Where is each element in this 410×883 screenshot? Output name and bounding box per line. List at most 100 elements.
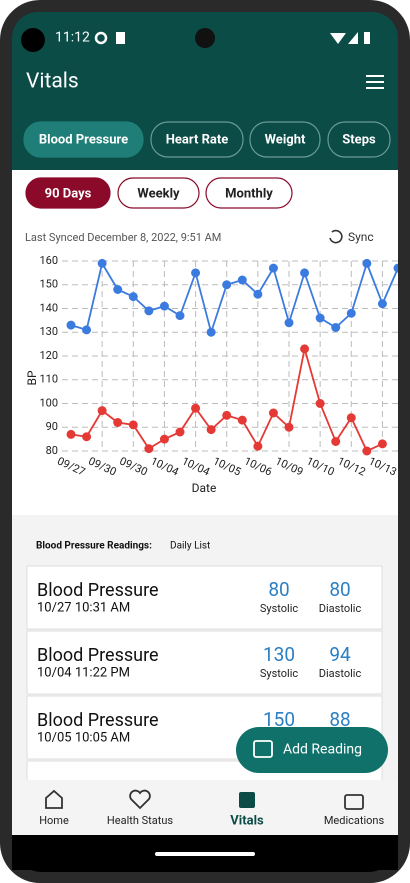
series-line [70,260,398,336]
filter-label[interactable]: Monthly [225,186,273,201]
data-point [222,410,232,420]
data-point [159,301,169,311]
tab-label[interactable]: Weight [265,132,306,147]
fab[interactable]: Add Reading [236,727,388,773]
data-point [377,299,387,309]
reading-card[interactable] [26,565,383,630]
nav-label[interactable]: Health Status [107,814,174,827]
y-tick-label: 100 [39,396,58,409]
filter-label[interactable]: 90 Days [45,186,92,201]
y-tick-label: 90 [46,420,58,433]
data-point [206,327,216,337]
home-icon [45,789,63,809]
filter-chip[interactable] [205,177,293,209]
y-tick-label: 110 [39,373,58,386]
data-point [206,425,216,435]
data-point [144,444,154,454]
tab[interactable] [249,121,321,158]
systolic-label: Systolic [260,602,299,615]
data-point [331,323,341,332]
reading-title: Blood Pressure [37,710,159,731]
camera [21,28,45,52]
battery-icon [364,32,370,44]
nav-label[interactable]: Medications [324,814,385,827]
data-point [222,280,232,290]
header-title: Vitals [26,70,79,94]
data-point [113,285,123,294]
nav-label[interactable]: Vitals [230,813,264,828]
wifi-icon [330,33,346,44]
data-point [97,258,107,268]
systolic-label: Systolic [260,667,299,680]
data-point [253,441,263,451]
y-tick-label: 160 [39,254,58,267]
fab-label[interactable]: Add Reading [283,742,362,758]
data-point [82,432,92,442]
health-icon [129,789,151,810]
data-point [159,434,169,444]
data-point [393,263,398,273]
systolic-value: 150 [263,708,295,731]
filter-chip[interactable] [117,177,200,209]
data-point [300,268,310,278]
tab-label[interactable]: Blood Pressure [39,132,128,147]
settings-icon [94,31,108,45]
readings-heading: Blood Pressure Readings: [36,541,152,552]
reading-card[interactable] [26,630,383,695]
y-axis-label: BP [25,370,39,385]
diastolic-value: 88 [329,708,350,731]
sync-button[interactable]: Sync [348,230,374,244]
data-point [253,289,263,299]
data-point [268,408,278,418]
filter-chip[interactable] [25,177,111,209]
reading-date: 10/27 10:31 AM [37,600,130,615]
diastolic-label: Diastolic [319,602,362,615]
data-point [175,311,185,321]
y-tick-label: 120 [39,349,58,362]
sync-icon[interactable] [329,229,343,244]
diastolic-value: 94 [329,643,351,666]
diastolic-value: 80 [329,578,350,601]
data-point [284,422,294,432]
reading-date: 10/04 11:22 PM [37,665,130,680]
data-point [66,320,76,330]
data-point [237,275,247,285]
plot [66,258,398,456]
last-synced: Last Synced December 8, 2022, 9:51 AM [25,231,221,244]
reading-date: 10/05 10:05 AM [37,730,130,745]
readings-subheading: Daily List [170,541,210,552]
data-point [128,420,138,430]
nav-label[interactable]: Home [39,814,69,827]
data-point [144,306,154,316]
data-point [191,403,201,413]
reading-title: Blood Pressure [37,645,159,666]
y-tick-label: 130 [39,325,58,338]
filter-label[interactable]: Weekly [137,186,180,201]
systolic-value: 80 [268,578,289,601]
fab-bg[interactable] [236,727,388,773]
fab-icon [253,740,273,758]
tab[interactable] [23,121,144,158]
y-tick-label: 80 [46,444,58,457]
tab[interactable] [150,121,244,158]
data-point [268,263,278,273]
tab-label[interactable]: Steps [342,132,376,147]
data-point [346,308,356,318]
data-point [237,415,247,425]
sd-icon [116,32,125,44]
data-point [362,258,372,268]
data-point [128,292,138,302]
menu-icon[interactable] [366,75,384,89]
data-point [284,318,294,328]
signal-icon [348,32,358,44]
data-point [66,429,76,439]
data-point [113,418,123,427]
front-camera [195,28,215,48]
x-axis-label: Date [192,481,217,495]
tab[interactable] [327,121,391,158]
systolic-value: 130 [263,643,295,666]
data-point [191,268,201,278]
tab-label[interactable]: Heart Rate [166,132,229,147]
